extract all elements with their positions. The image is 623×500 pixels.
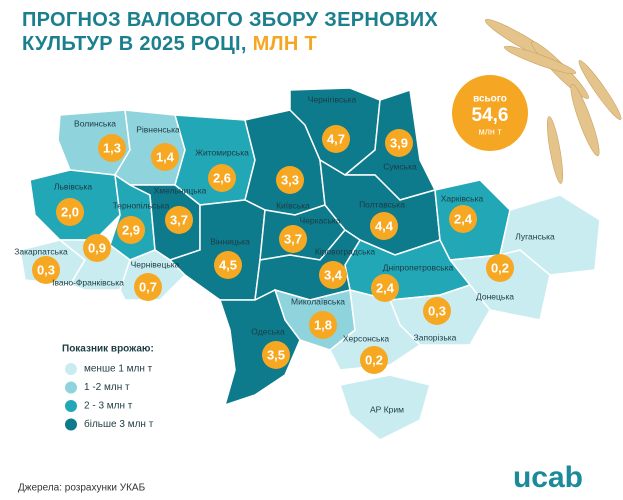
value-label: 3,9 bbox=[390, 135, 408, 150]
value-label: 1,8 bbox=[314, 317, 332, 332]
source: Джерела: розрахунки УКАБ bbox=[18, 483, 146, 494]
region bbox=[329, 289, 422, 371]
legend-swatch bbox=[65, 418, 77, 431]
value-bubble bbox=[151, 143, 179, 171]
value-bubble bbox=[165, 206, 193, 234]
value-bubble bbox=[486, 254, 514, 282]
title: ПРОГНОЗ ВАЛОВОГО ЗБОРУ ЗЕРНОВИХ КУЛЬТУР … bbox=[22, 8, 462, 56]
region-name: Рівненська bbox=[136, 124, 180, 134]
value-label: 0,7 bbox=[139, 279, 157, 294]
region-name: Тернопільська bbox=[113, 200, 170, 210]
value-bubble bbox=[385, 129, 413, 157]
value-bubble bbox=[276, 166, 304, 194]
total-value: 54,6 bbox=[472, 105, 509, 126]
value-label: 3,3 bbox=[281, 172, 299, 187]
value-bubble bbox=[423, 297, 451, 325]
value-label: 1,3 bbox=[103, 140, 121, 155]
legend-swatch bbox=[65, 363, 77, 375]
region-name: Кіровоградська bbox=[315, 246, 376, 256]
value-bubble bbox=[214, 251, 242, 279]
legend-label: 1 -2 млн т bbox=[84, 382, 130, 393]
value-label: 2,6 bbox=[213, 170, 231, 185]
legend-label: більше 3 млн т bbox=[84, 418, 154, 430]
region-name: АР Крим bbox=[370, 404, 404, 414]
value-label: 0,2 bbox=[365, 352, 383, 367]
value-bubble bbox=[322, 125, 350, 153]
region-name: Чернівецька bbox=[131, 259, 180, 269]
value-bubble bbox=[360, 346, 388, 374]
region-name: Житомирська bbox=[195, 147, 249, 157]
value-label: 3,7 bbox=[170, 212, 188, 227]
value-label: 2,9 bbox=[122, 222, 140, 237]
legend-title: Показник врожаю: bbox=[62, 344, 154, 355]
value-bubble bbox=[309, 311, 337, 339]
value-bubble bbox=[117, 216, 145, 244]
value-bubble bbox=[32, 256, 60, 284]
total-bubble bbox=[452, 75, 528, 151]
value-label: 4,5 bbox=[219, 257, 237, 272]
value-label: 2,0 bbox=[61, 204, 79, 219]
total-label: всього bbox=[473, 94, 507, 105]
region bbox=[218, 288, 301, 407]
value-bubble bbox=[370, 212, 398, 240]
value-label: 2,4 bbox=[376, 280, 395, 295]
region-name: Івано-Франківська bbox=[52, 277, 124, 287]
value-label: 3,5 bbox=[267, 347, 285, 362]
value-bubble bbox=[208, 164, 236, 192]
value-bubble bbox=[262, 341, 290, 369]
region-name: Дніпропетровська bbox=[383, 262, 454, 272]
region-name: Київська bbox=[276, 200, 310, 210]
value-label: 0,3 bbox=[428, 303, 446, 318]
region-name: Запорізька bbox=[414, 332, 457, 342]
region-name: Миколаївська bbox=[291, 296, 345, 306]
value-bubble bbox=[279, 225, 307, 253]
value-bubble bbox=[449, 205, 477, 233]
region-name: Херсонська bbox=[343, 333, 389, 343]
region-name: Вінницька bbox=[210, 236, 250, 246]
value-bubble bbox=[371, 274, 399, 302]
total-unit: млн т bbox=[478, 126, 501, 136]
region-name: Черкаська bbox=[299, 215, 340, 225]
region bbox=[339, 374, 431, 441]
value-label: 2,4 bbox=[454, 211, 473, 226]
legend-label: менше 1 млн т bbox=[84, 364, 153, 375]
legend-swatch bbox=[65, 400, 77, 412]
legend-label: 2 - 3 млн т bbox=[84, 401, 133, 412]
region-name: Сумська bbox=[383, 161, 417, 171]
value-label: 0,9 bbox=[88, 240, 106, 255]
title-unit: МЛН Т bbox=[252, 33, 318, 55]
region-name: Одеська bbox=[251, 326, 285, 336]
title-text: ПРОГНОЗ ВАЛОВОГО ЗБОРУ ЗЕРНОВИХ КУЛЬТУР … bbox=[22, 9, 439, 55]
labels: Волинська 1,3 Рівненська 1,4 Житомирська 2,6 К… bbox=[14, 94, 555, 414]
legend: менше 1 млн т 1 -2 млн т 2 - 3 млн т більше… bbox=[65, 363, 154, 431]
value-bubble bbox=[98, 134, 126, 162]
value-bubble bbox=[56, 198, 84, 226]
logo: ucab bbox=[513, 461, 583, 494]
region-name: Полтавська bbox=[359, 199, 405, 209]
value-label: 1,4 bbox=[156, 149, 175, 164]
region-name: Харківська bbox=[441, 193, 484, 203]
region-name: Волинська bbox=[74, 118, 116, 128]
value-label: 0,2 bbox=[491, 260, 509, 275]
value-bubble bbox=[319, 261, 347, 289]
value-label: 4,4 bbox=[375, 218, 394, 233]
region-name: Львівська bbox=[54, 181, 92, 191]
region-name: Чернігівська bbox=[308, 94, 357, 104]
value-bubble bbox=[83, 234, 111, 262]
region-name: Закарпатська bbox=[14, 246, 68, 256]
legend-swatch bbox=[65, 381, 77, 394]
value-label: 4,7 bbox=[327, 131, 345, 146]
region-name: Хмельницька bbox=[154, 185, 207, 195]
value-label: 3,7 bbox=[284, 231, 302, 246]
value-label: 3,4 bbox=[324, 267, 343, 282]
wheat bbox=[484, 19, 622, 184]
region-name: Донецька bbox=[476, 291, 514, 301]
region-name: Луганська bbox=[515, 231, 555, 241]
value-bubble bbox=[134, 273, 162, 301]
value-label: 0,3 bbox=[37, 262, 55, 277]
